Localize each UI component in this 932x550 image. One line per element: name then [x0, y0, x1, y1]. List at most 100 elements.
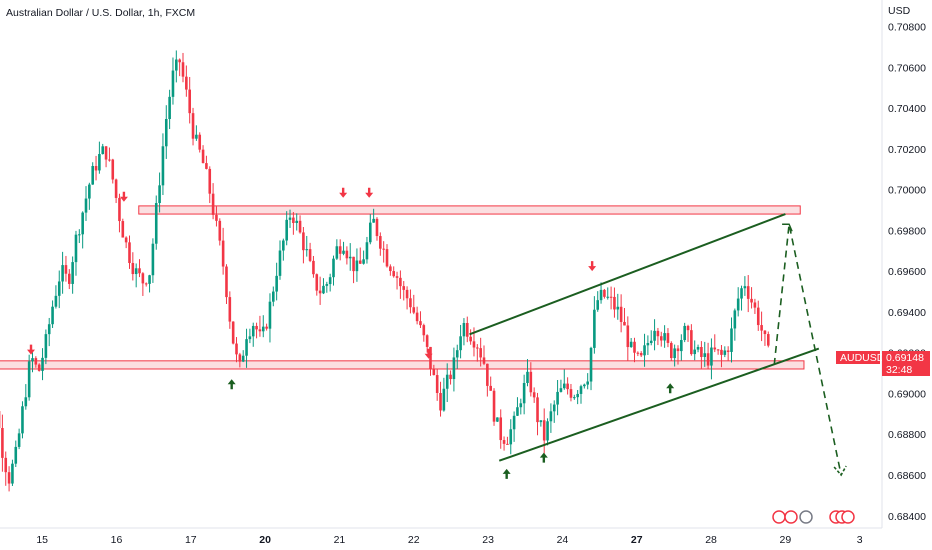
candle-body — [302, 232, 305, 251]
price-axis-panel — [882, 0, 932, 550]
time-tick-label: 3 — [857, 534, 863, 546]
candle-body — [121, 221, 125, 238]
candle-body — [258, 329, 262, 332]
time-tick-label: 24 — [557, 534, 569, 546]
candle-body — [639, 353, 643, 356]
candle-body — [730, 328, 733, 352]
time-axis-ticks: 15 16 17 20 21 22 23 24 27 28 29 3 — [36, 534, 862, 546]
candle-body — [693, 349, 697, 355]
down-arrow-icon — [119, 191, 128, 202]
candle-body — [255, 325, 258, 330]
candle-body — [235, 343, 238, 355]
candle-body — [566, 383, 569, 390]
candle-body — [526, 371, 529, 383]
candle-body — [141, 273, 145, 284]
candle-body — [750, 298, 753, 303]
time-tick-label: 16 — [111, 534, 123, 546]
candle-body — [499, 417, 503, 441]
candle-body — [268, 301, 272, 329]
candle-body — [14, 446, 18, 464]
candle-body — [549, 411, 553, 422]
price-badge[interactable]: AUDUSD 0.69148 32:48 — [836, 351, 930, 376]
symbol-badge-label: AUDUSD — [840, 352, 885, 364]
candle-body — [529, 371, 533, 393]
candle-body — [669, 342, 673, 359]
candle-body — [298, 220, 302, 233]
price-axis-ticks: 0.70800 0.70600 0.70400 0.70200 0.70000 0.698… — [888, 22, 926, 523]
symbol-badge-bg — [836, 351, 880, 364]
candle-body — [114, 179, 118, 198]
candle-body — [432, 369, 436, 376]
event-flag-icon[interactable] — [784, 510, 798, 524]
candle-body — [482, 357, 486, 364]
candle-body — [596, 300, 600, 310]
candle-body — [188, 89, 191, 114]
candle-body — [686, 325, 690, 331]
candle-body — [208, 168, 212, 194]
candle-body — [265, 326, 268, 329]
candle-body — [358, 260, 362, 264]
candle-body — [205, 163, 208, 169]
candle-body — [409, 298, 412, 308]
candle-body — [368, 222, 372, 243]
price-tick-label: 0.69400 — [888, 307, 926, 319]
candle-body — [245, 339, 248, 356]
event-flag-icon[interactable] — [799, 510, 813, 524]
candle-body — [241, 355, 245, 362]
candle-body — [506, 443, 509, 445]
price-tick-label: 0.70400 — [888, 103, 926, 115]
candle-body — [395, 276, 399, 278]
candle-body — [469, 336, 472, 342]
candle-body — [144, 283, 148, 285]
candle-body — [666, 333, 670, 343]
price-tick-label: 0.68800 — [888, 429, 926, 441]
candle-body — [516, 407, 519, 416]
candle-body — [342, 250, 345, 254]
candle-body — [716, 349, 720, 351]
candle-body — [623, 321, 626, 326]
candle-body — [7, 472, 11, 484]
candle-body — [231, 321, 235, 344]
up-arrow-icon — [666, 383, 675, 394]
candle-body — [629, 341, 633, 348]
up-arrow-icon — [227, 379, 236, 390]
price-tick-label: 0.69800 — [888, 225, 926, 237]
candle-body — [228, 297, 232, 322]
candle-body — [348, 256, 352, 259]
candle-body — [34, 358, 38, 365]
price-tick-label: 0.68400 — [888, 511, 926, 523]
resistance-zone — [138, 205, 801, 215]
candle-body — [586, 381, 589, 385]
candle-body — [455, 350, 459, 358]
candle-body — [78, 234, 81, 236]
candle-body — [295, 220, 299, 223]
candle-body — [282, 240, 285, 251]
candle-body — [17, 433, 21, 447]
candle-body — [318, 290, 322, 294]
candle-body — [502, 440, 506, 444]
candle-body — [599, 289, 603, 301]
candle-body — [198, 134, 202, 150]
candle-body — [603, 289, 606, 297]
projection-arrowhead — [833, 465, 847, 477]
event-flag-icon[interactable] — [772, 510, 786, 524]
candle-body — [148, 275, 151, 284]
candle-body — [288, 217, 292, 220]
candle-body — [449, 374, 452, 380]
candle-body — [576, 393, 579, 398]
candle-body — [736, 298, 740, 311]
candle-body — [690, 330, 693, 355]
candle-body — [593, 309, 596, 348]
candle-body — [54, 295, 58, 307]
event-icons[interactable] — [772, 510, 855, 524]
event-flag-icon[interactable] — [841, 510, 855, 524]
candle-body — [743, 286, 747, 289]
candle-body — [459, 336, 462, 351]
candle-body — [609, 296, 613, 298]
candle-body — [154, 203, 158, 244]
candle-body — [382, 248, 385, 250]
candle-body — [221, 240, 225, 267]
candle-body — [442, 388, 446, 411]
